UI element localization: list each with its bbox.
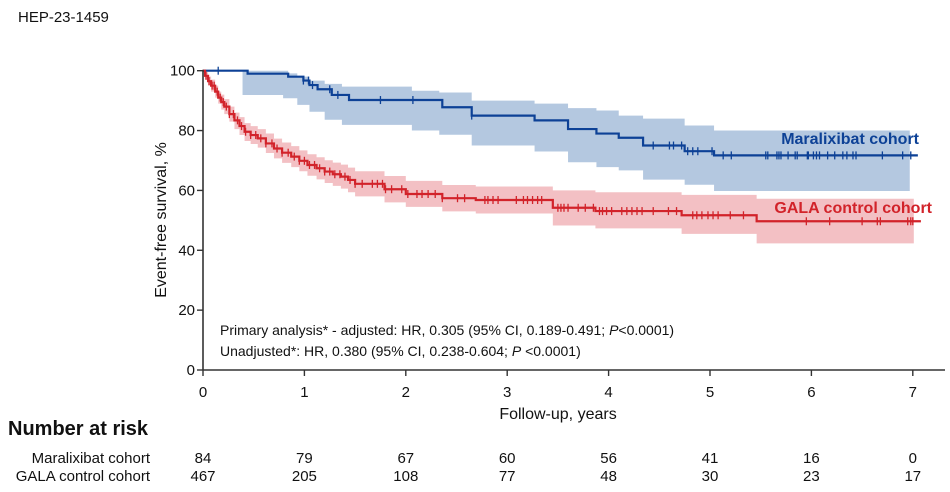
x-tick-label: 5	[706, 384, 714, 401]
y-tick-label: 100	[170, 63, 195, 80]
risk-value: 60	[499, 450, 516, 467]
x-tick-label: 2	[402, 384, 410, 401]
risk-row-label: Maralixibat cohort	[32, 450, 151, 467]
risk-value: 0	[909, 450, 917, 467]
hr-annotation: Unadjusted*: HR, 0.380 (95% CI, 0.238-0.…	[220, 343, 581, 359]
risk-value: 108	[393, 468, 418, 485]
risk-value: 41	[702, 450, 719, 467]
risk-value: 79	[296, 450, 313, 467]
annotation-text: <0.0001)	[521, 343, 581, 359]
risk-value: 23	[803, 468, 820, 485]
risk-value: 30	[702, 468, 719, 485]
x-tick-label: 1	[300, 384, 308, 401]
x-tick-label: 7	[909, 384, 917, 401]
x-tick-label: 6	[807, 384, 815, 401]
y-tick-label: 20	[178, 302, 195, 319]
risk-value: 84	[195, 450, 212, 467]
annotation-text: Unadjusted*: HR, 0.380 (95% CI, 0.238-0.…	[220, 343, 512, 359]
risk-row-label: GALA control cohort	[16, 468, 151, 485]
y-tick-label: 60	[178, 182, 195, 199]
annotation-text: Primary analysis* - adjusted: HR, 0.305 …	[220, 322, 609, 338]
y-tick-label: 0	[187, 362, 195, 379]
legend-label-maralixibat: Maralixibat cohort	[781, 131, 919, 148]
hr-annotation: Primary analysis* - adjusted: HR, 0.305 …	[220, 322, 674, 338]
annotation-text: <0.0001)	[618, 322, 674, 338]
x-tick-label: 0	[199, 384, 207, 401]
x-tick-label: 4	[604, 384, 612, 401]
y-axis-title: Event-free survival, %	[153, 142, 170, 298]
risk-value: 67	[397, 450, 414, 467]
confidence-band-1	[203, 70, 914, 244]
risk-value: 48	[600, 468, 617, 485]
axes: 0 20 40 60 80 100 0 1 2 3 4 5 6 7	[170, 63, 945, 401]
annotation-p: P	[609, 322, 619, 338]
censor-marks	[205, 66, 914, 226]
x-tick-label: 3	[503, 384, 511, 401]
risk-table-title: Number at risk	[8, 418, 149, 440]
risk-value: 17	[904, 468, 921, 485]
y-tick-label: 40	[178, 242, 195, 259]
annotation-p: P	[512, 343, 522, 359]
risk-value: 77	[499, 468, 516, 485]
risk-value: 16	[803, 450, 820, 467]
y-tick-label: 80	[178, 123, 195, 140]
risk-value: 205	[292, 468, 317, 485]
x-axis-title: Follow-up, years	[499, 406, 616, 423]
risk-value: 56	[600, 450, 617, 467]
survival-curve-0	[203, 69, 918, 157]
risk-value: 467	[190, 468, 215, 485]
figure-id: HEP-23-1459	[18, 9, 109, 26]
labels: Event-free survival, % Follow-up, years Ma…	[8, 131, 933, 485]
legend-label-gala: GALA control cohort	[774, 200, 932, 217]
